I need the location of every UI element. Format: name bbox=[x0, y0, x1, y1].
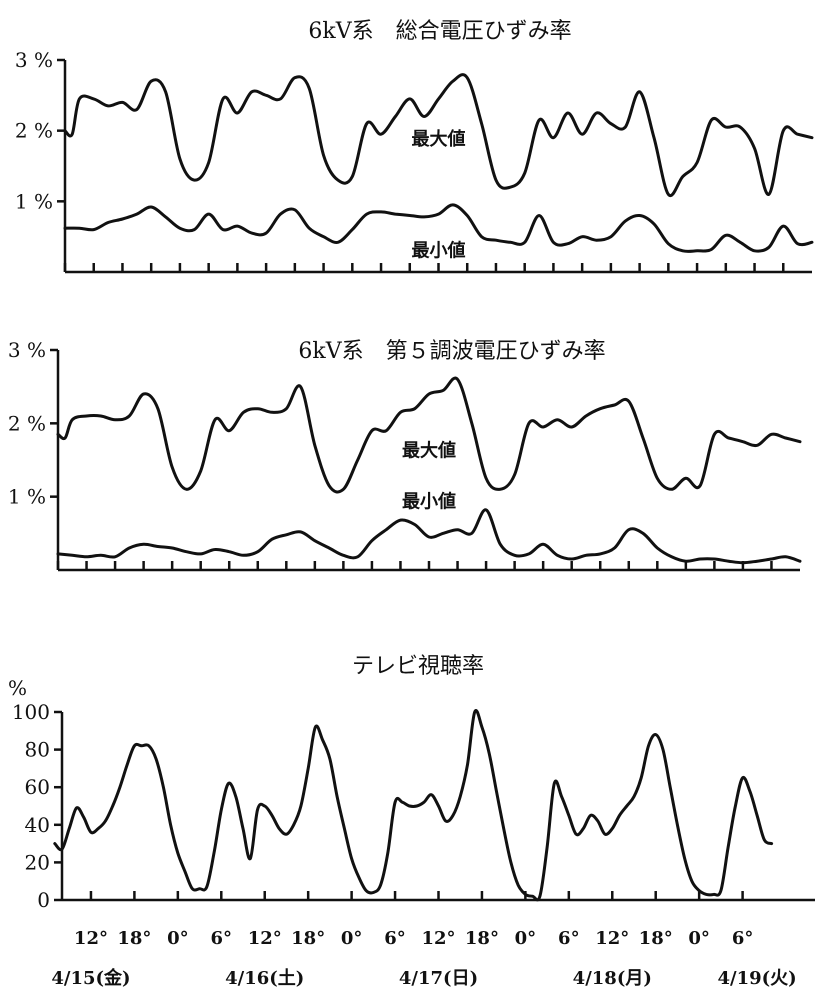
x-tick-label: 18° bbox=[639, 928, 673, 949]
y-tick-label: 0 bbox=[37, 888, 50, 912]
x-tick-label: 6° bbox=[558, 928, 580, 949]
panel2-series bbox=[56, 376, 802, 565]
date-label: 4/16(土) bbox=[225, 968, 304, 989]
y-tick-label: 3 % bbox=[8, 338, 46, 362]
panel2-yticks: 1 % 2 % 3 % bbox=[8, 338, 58, 509]
y-tick-label: 20 bbox=[25, 850, 50, 874]
series-line-b bbox=[63, 203, 814, 253]
panel3-yticks: 0 20 40 60 80 100 bbox=[12, 700, 62, 912]
panel1-annotation-min: 最小値 bbox=[412, 239, 466, 261]
y-tick-label: 2 % bbox=[8, 411, 46, 435]
panel2-axes bbox=[56, 350, 800, 572]
x-tick-label: 12° bbox=[595, 928, 629, 949]
panel-5th-harmonic: 6kV系 第５調波電圧ひずみ率 1 % 2 % 3 % 最大値 最小値 bbox=[8, 338, 802, 572]
y-tick-label: 40 bbox=[25, 813, 50, 837]
series-line-b bbox=[56, 508, 802, 565]
panel1-annotation-max: 最大値 bbox=[412, 128, 466, 150]
y-tick-label: 60 bbox=[25, 775, 50, 799]
x-tick-label: 18° bbox=[291, 928, 325, 949]
panel1-yticks: 1 % 2 % 3 % bbox=[15, 48, 65, 213]
y-tick-label: 3 % bbox=[15, 48, 53, 72]
panel3-xtick-labels: 12° 18° 0° 6° 12° 18° 0° 6° 12° 18° 0° 6° 12° 18° 0° 6° bbox=[74, 928, 753, 949]
panel1-title: 6kV系 総合電圧ひずみ率 bbox=[308, 19, 571, 44]
x-tick-label: 18° bbox=[465, 928, 499, 949]
panel2-annotation-max: 最大値 bbox=[402, 439, 456, 461]
x-tick-label: 18° bbox=[117, 928, 151, 949]
panel3-series bbox=[53, 709, 774, 902]
x-tick-label: 12° bbox=[74, 928, 108, 949]
date-label: 4/18(月) bbox=[573, 968, 652, 989]
panel2-title: 6kV系 第５調波電圧ひずみ率 bbox=[298, 339, 605, 364]
panel-total-thd: 6kV系 総合電圧ひずみ率 1 % 2 % 3 % 最大値 最小値 bbox=[15, 19, 814, 274]
panel3-title: テレビ視聴率 bbox=[352, 654, 484, 679]
x-tick-label: 0° bbox=[688, 928, 710, 949]
panel3-date-labels: 4/15(金) 4/16(土) 4/17(日) 4/18(月) 4/19(火) bbox=[51, 967, 796, 989]
series-line-a bbox=[63, 73, 814, 198]
panel-tv-ratings: テレビ視聴率 % 0 20 40 60 80 100 12° 18° 0° 6° 12° 18° 0°… bbox=[8, 654, 815, 989]
x-tick-label: 6° bbox=[732, 928, 754, 949]
panel3-ylabel: % bbox=[8, 676, 27, 700]
panel2-annotation-min: 最小値 bbox=[402, 491, 456, 513]
series-line-a bbox=[53, 709, 774, 902]
date-label: 4/15(金) bbox=[51, 967, 130, 989]
date-label: 4/17(日) bbox=[399, 968, 478, 989]
date-label: 4/19(火) bbox=[717, 968, 796, 989]
panel1-axes bbox=[63, 60, 812, 274]
x-tick-label: 12° bbox=[248, 928, 282, 949]
x-tick-label: 6° bbox=[211, 928, 233, 949]
y-tick-label: 2 % bbox=[15, 119, 53, 143]
x-tick-label: 0° bbox=[515, 928, 537, 949]
series-line-a bbox=[56, 376, 802, 494]
y-tick-label: 100 bbox=[12, 700, 50, 724]
x-tick-label: 0° bbox=[167, 928, 189, 949]
panel1-series bbox=[63, 73, 814, 253]
y-tick-label: 1 % bbox=[8, 485, 46, 509]
x-tick-label: 0° bbox=[341, 928, 363, 949]
x-tick-label: 12° bbox=[421, 928, 455, 949]
y-tick-label: 80 bbox=[25, 738, 50, 762]
x-tick-label: 6° bbox=[384, 928, 406, 949]
y-tick-label: 1 % bbox=[15, 189, 53, 213]
